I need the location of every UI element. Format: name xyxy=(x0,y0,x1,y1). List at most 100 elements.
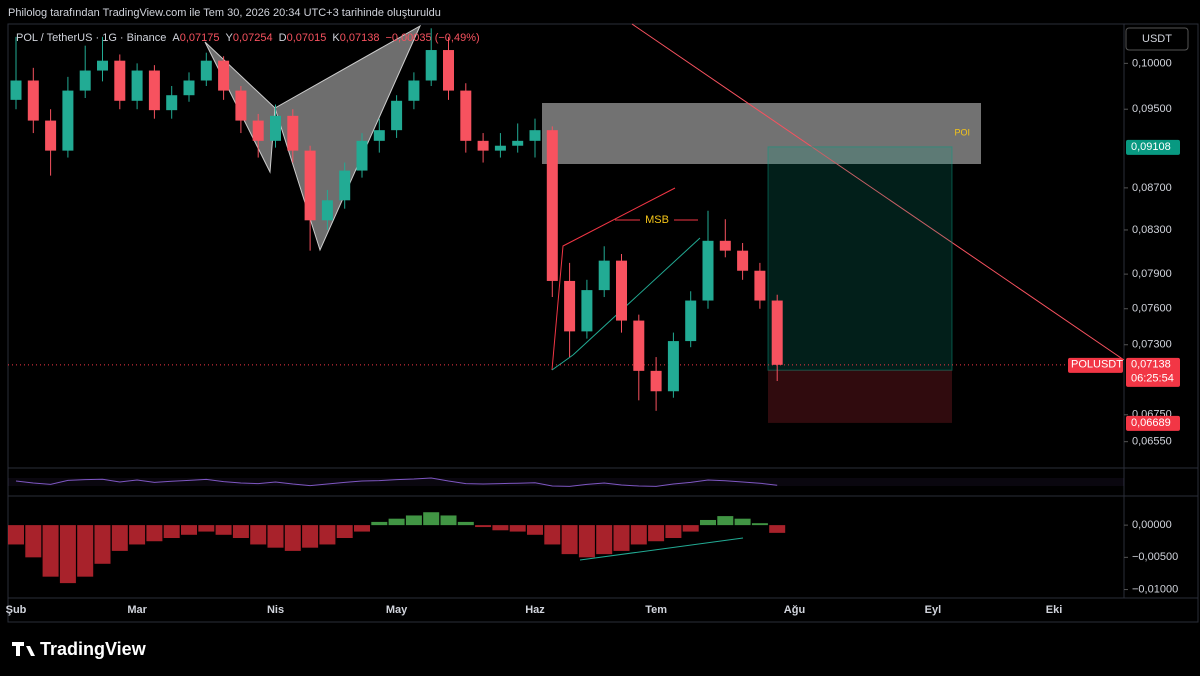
candle-body xyxy=(166,95,178,111)
candle-body xyxy=(79,70,91,91)
position-profit xyxy=(767,146,953,371)
candle-body xyxy=(598,260,610,291)
y-tick-label: 0,10000 xyxy=(1132,57,1172,69)
frame-border xyxy=(7,23,1199,623)
macd-tick-label: −0,00500 xyxy=(1132,551,1178,563)
candle-body xyxy=(546,130,558,281)
candle-body xyxy=(45,120,57,151)
candle-body xyxy=(667,341,679,392)
macd-bar xyxy=(146,525,163,542)
macd-bar xyxy=(129,525,146,545)
ohlc-value: 0,07175 xyxy=(180,32,220,44)
currency-box[interactable] xyxy=(1125,27,1189,51)
candle-body xyxy=(287,115,299,151)
macd-bar xyxy=(25,525,42,558)
candle-body xyxy=(702,240,714,301)
macd-bar xyxy=(77,525,94,577)
candle-body xyxy=(616,260,627,321)
logo: TradingView xyxy=(12,639,147,659)
macd-bar xyxy=(267,525,284,548)
macd-bar xyxy=(527,525,543,535)
x-tick-label: Şub xyxy=(6,604,27,616)
x-tick-label: Ağu xyxy=(784,604,805,616)
frame xyxy=(7,23,1199,623)
candle-body xyxy=(719,240,731,251)
candle-body xyxy=(564,280,576,332)
candle-body xyxy=(356,140,368,171)
ohlc-key: K xyxy=(332,32,340,44)
macd-bar xyxy=(682,525,699,532)
x-tick-label: Haz xyxy=(525,604,545,616)
macd-bar xyxy=(405,515,422,526)
macd-bar xyxy=(596,525,613,555)
currency[interactable]: USDT xyxy=(1142,33,1172,45)
candle-body xyxy=(391,100,403,131)
poi-zone xyxy=(542,103,981,164)
candle-body xyxy=(512,140,524,146)
candle-body xyxy=(235,90,247,121)
macd-tick-label: −0,01000 xyxy=(1132,583,1178,595)
candle-body xyxy=(581,290,593,332)
symbol: POL / TetherUS · 1G · Binance xyxy=(16,32,166,44)
macd-bar xyxy=(42,525,59,577)
msb-line xyxy=(551,187,676,371)
macd-bar xyxy=(492,525,509,531)
poi-label: POI xyxy=(954,127,970,137)
macd-bar xyxy=(440,515,457,526)
candle-body xyxy=(460,90,472,141)
ohlc-value: 0,07254 xyxy=(233,32,273,44)
macd-bar xyxy=(8,525,24,545)
macd-bar xyxy=(561,525,578,555)
macd-bar xyxy=(232,525,249,539)
macd-bar xyxy=(665,525,682,539)
candle-body xyxy=(494,145,506,151)
macd-bar xyxy=(457,521,474,526)
candle-body xyxy=(270,115,281,141)
macd-bar xyxy=(198,525,215,532)
candle-body xyxy=(529,130,541,141)
macd-bar xyxy=(630,525,647,545)
candle-body xyxy=(685,300,697,342)
candle-body xyxy=(771,300,783,365)
macd-bar xyxy=(544,525,561,545)
x-tick-label: May xyxy=(386,604,408,616)
candle-body xyxy=(183,80,195,96)
candle-body xyxy=(97,60,108,71)
msb-label: MSB xyxy=(645,214,669,226)
candle-body xyxy=(200,60,212,81)
macd-bar xyxy=(648,525,665,542)
macd-bar xyxy=(284,525,301,551)
candle-body xyxy=(408,80,420,101)
y-tick-label: 0,06550 xyxy=(1132,436,1172,448)
divergence-line xyxy=(579,537,744,561)
x-tick-label: Eki xyxy=(1046,604,1063,616)
candle-body xyxy=(10,80,22,100)
change: −0,00035 (−0,49%) xyxy=(385,32,479,44)
ohlc-key: D xyxy=(279,32,287,44)
macd-bar xyxy=(319,525,336,545)
candle-body xyxy=(339,170,351,201)
candle-body xyxy=(650,370,662,392)
candle-body xyxy=(131,70,143,101)
symbol-tag-label: POLUSDT xyxy=(1071,359,1123,371)
header: Philolog tarafından TradingView.com ile … xyxy=(8,7,441,19)
macd-bar xyxy=(354,525,370,532)
macd-bar xyxy=(94,525,111,564)
candle-body xyxy=(114,60,126,101)
candle-body xyxy=(62,90,74,151)
candle-body xyxy=(321,200,333,221)
y-tick-label: 0,08300 xyxy=(1132,224,1172,236)
candle-body xyxy=(477,140,489,151)
candle-body xyxy=(27,80,39,121)
macd-bar xyxy=(751,523,768,526)
legend: POL / TetherUS · 1G · Binance A0,07175 Y0,… xyxy=(16,32,480,44)
macd-bar xyxy=(717,516,734,526)
price-tag xyxy=(1126,139,1180,155)
y-tick-label: 0,09500 xyxy=(1132,103,1172,115)
rsi-line xyxy=(15,477,778,487)
candle-body xyxy=(425,50,437,81)
price-tag xyxy=(1126,415,1180,431)
